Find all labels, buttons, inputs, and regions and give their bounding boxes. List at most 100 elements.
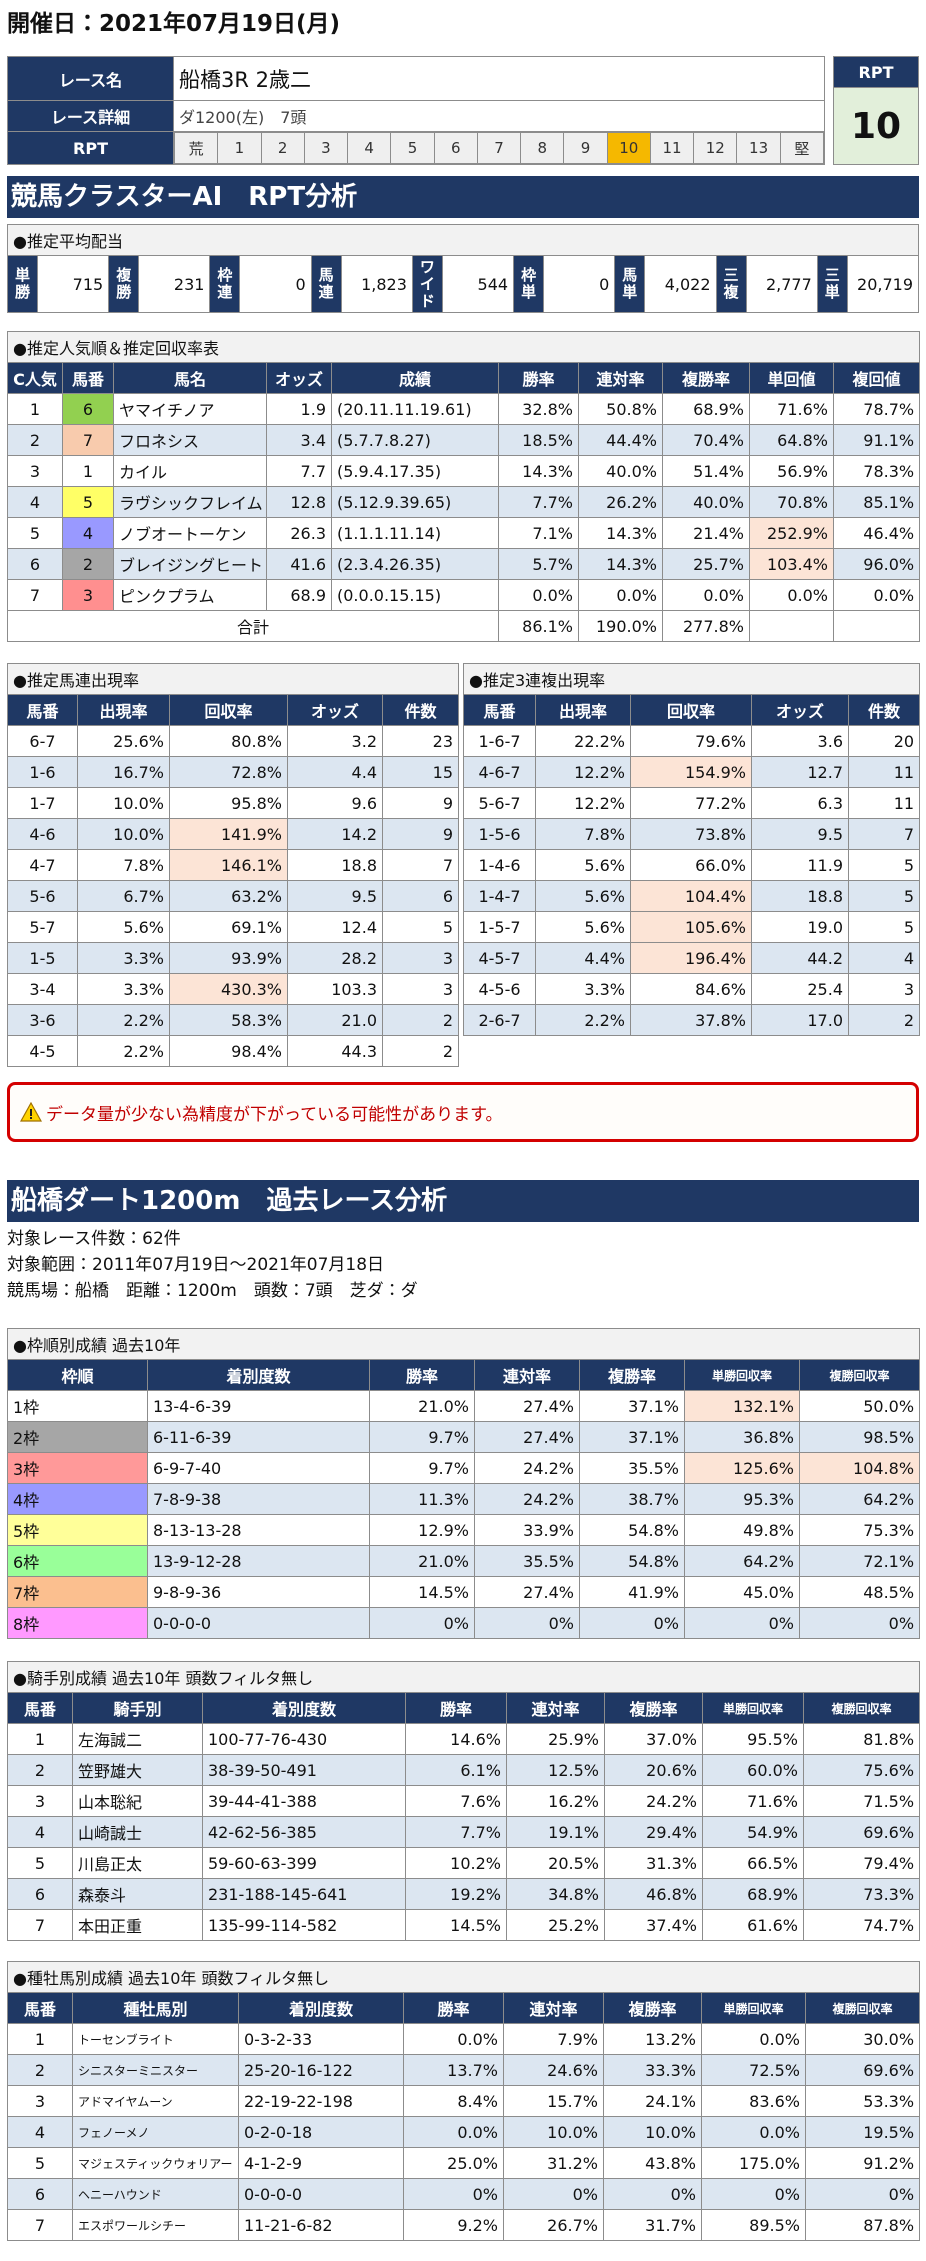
data-row: 3-6 2.2% 58.3% 21.0 2	[7, 1004, 460, 1036]
cell: 78.7%	[832, 393, 921, 425]
cell: 6.3	[751, 787, 849, 819]
rpt-box-label: RPT	[833, 56, 919, 88]
title-row: ●種牡馬別成績 過去10年 頭数フィルタ無し	[6, 1961, 921, 1993]
title-row: ●枠順別成績 過去10年	[6, 1328, 921, 1360]
data-row: 1-5-7 5.6% 105.6% 19.0 5	[463, 911, 921, 943]
cell: 2.2%	[77, 1035, 170, 1067]
column-header: 複勝率	[579, 1359, 685, 1391]
race-detail-row: レース詳細 ダ1200(左) 7頭	[7, 100, 825, 132]
cell: 0.0%	[832, 579, 921, 611]
cell: 5-6-7	[463, 787, 536, 819]
cell: 175.0%	[701, 2147, 806, 2179]
data-row: 2 7 フロネシス 3.4 (5.7.7.8.27) 18.5% 44.4% 70.4% 64.…	[7, 424, 921, 456]
cell: 1	[62, 455, 114, 487]
cell: 7.8%	[535, 818, 631, 850]
rpt-value: 10	[833, 87, 919, 165]
data-row: 3 山本聡紀 39-44-41-388 7.6% 16.2% 24.2% 71.6% 71.5…	[7, 1785, 921, 1817]
cell: 33.9%	[474, 1514, 580, 1546]
cell: 7-8-9-38	[147, 1483, 370, 1515]
cell: 19.5%	[804, 2116, 921, 2148]
cell: 7.8%	[77, 849, 170, 881]
empty-cell	[749, 610, 834, 642]
cell: 0-0-0-0	[147, 1607, 370, 1639]
payout-label: ワイド	[411, 255, 443, 313]
warning-text: データ量が少ない為精度が下がっている可能性があります。	[46, 1104, 503, 1125]
cell: 0%	[798, 1607, 921, 1639]
cell: 12.2%	[535, 756, 631, 788]
rpt-scale-cell: 8	[520, 132, 565, 164]
cell: 9.6	[287, 787, 383, 819]
cell: 4	[7, 2116, 73, 2148]
data-row: 4-5 2.2% 98.4% 44.3 2	[7, 1035, 460, 1067]
data-row: 1-5 3.3% 93.9% 28.2 3	[7, 942, 460, 974]
sire-box: ●種牡馬別成績 過去10年 頭数フィルタ無し 馬番 種牡馬別 着別度数 勝率 連対率 複勝率…	[6, 1961, 921, 2241]
cell: 本田正重	[72, 1909, 203, 1941]
cell: 77.2%	[630, 787, 752, 819]
payout-label: 枠単	[513, 255, 545, 313]
cell: 12.8	[266, 486, 332, 518]
rpt-scale-cell: 4	[347, 132, 392, 164]
cell: 103.3	[287, 973, 383, 1005]
cell: 6	[7, 548, 63, 580]
cell: 0%	[579, 1607, 685, 1639]
cell: 79.6%	[630, 725, 752, 757]
rpt-scale-cell: 13	[736, 132, 781, 164]
column-header: 回収率	[169, 694, 288, 726]
table-title: ●推定人気順＆推定回収率表	[6, 331, 921, 363]
payout-label: 単勝	[7, 255, 38, 313]
cell: 27.4%	[474, 1576, 580, 1608]
total-value: 190.0%	[578, 610, 663, 642]
cell: 5-7	[7, 911, 78, 943]
table-title: ●推定3連複出現率	[462, 663, 921, 695]
rpt-box-body: 10	[833, 87, 919, 165]
cell: 32.8%	[498, 393, 579, 425]
cell: 3	[7, 2085, 73, 2117]
cell: 11	[847, 756, 921, 788]
cell: 1-5	[7, 942, 78, 974]
data-row: 4 山崎誠士 42-62-56-385 7.7% 19.1% 29.4% 54.9% 69.6…	[7, 1816, 921, 1848]
cell: 25-20-16-122	[238, 2054, 404, 2086]
cell: 53.3%	[804, 2085, 921, 2117]
cell: (20.11.11.19.61)	[331, 393, 499, 425]
cell: 12.4	[287, 911, 383, 943]
data-row: 5 4 ノブオートーケン 26.3 (1.1.1.11.14) 7.1% 14.3% 21.4…	[7, 517, 921, 549]
data-row: 8枠 0-0-0-0 0% 0% 0% 0% 0%	[7, 1607, 921, 1639]
cell: 0.0%	[498, 579, 579, 611]
rpt-scale-cell: 3	[303, 132, 349, 164]
cell: 0%	[474, 1607, 580, 1639]
info-line: 対象範囲：2011年07月19日～2021年07月18日	[7, 1255, 385, 1275]
payout-value: 0	[239, 255, 312, 313]
cell: 50.0%	[798, 1390, 921, 1422]
cell: 25.4	[751, 973, 849, 1005]
column-header: 馬名	[113, 362, 267, 394]
cell: 63.2%	[169, 880, 288, 912]
cell: 7.1%	[498, 517, 579, 549]
cell: 6	[7, 1878, 73, 1910]
cell: 1-4-6	[463, 849, 536, 881]
cell: 44.2	[751, 942, 849, 974]
data-row: 3 アドマイヤムーン 22-19-22-198 8.4% 15.7% 24.1% 83.6%…	[7, 2085, 921, 2117]
column-header: 複勝回収率	[798, 1359, 921, 1391]
cell: 3枠	[7, 1452, 148, 1484]
payout-value: 20,719	[846, 255, 920, 313]
cell: 21.4%	[662, 517, 750, 549]
payout-value: 715	[36, 255, 110, 313]
cell: 26.2%	[578, 486, 663, 518]
data-row: 5-7 5.6% 69.1% 12.4 5	[7, 911, 460, 943]
cell: トーセンブライト	[72, 2023, 239, 2055]
table-title: ●騎手別成績 過去10年 頭数フィルタ無し	[6, 1661, 921, 1693]
rpt-scale-cell: 12	[693, 132, 738, 164]
column-header: 馬番	[463, 694, 536, 726]
cell: 84.6%	[630, 973, 752, 1005]
cell: 4-7	[7, 849, 78, 881]
cell: 左海誠二	[72, 1723, 203, 1755]
cell: 3.2	[287, 725, 383, 757]
cell: 0%	[369, 1607, 475, 1639]
cell: 18.8	[287, 849, 383, 881]
cell: 19.0	[751, 911, 849, 943]
cell: 35.5%	[474, 1545, 580, 1577]
cell: 98.5%	[798, 1421, 921, 1453]
cell: 5-6	[7, 880, 78, 912]
